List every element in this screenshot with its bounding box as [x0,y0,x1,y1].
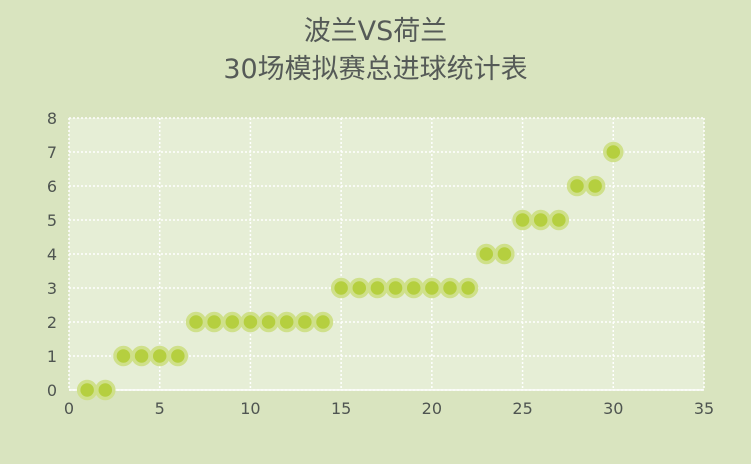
x-tick-label: 30 [603,399,623,418]
x-tick-label: 10 [240,399,260,418]
x-tick-label: 25 [512,399,532,418]
data-point [584,175,606,197]
y-tick-label: 2 [47,313,57,332]
y-tick-label: 1 [47,347,57,366]
data-point [566,175,588,197]
data-point [222,311,243,333]
data-point [294,311,316,333]
y-tick-label: 3 [47,279,57,298]
x-tick-label: 20 [422,399,442,418]
data-point [548,209,570,231]
y-tick-label: 6 [47,177,57,196]
data-point [258,311,279,333]
x-tick-label: 5 [155,399,165,418]
data-point [131,345,152,367]
data-point [476,243,497,265]
data-point [113,345,134,367]
data-point [76,379,98,401]
data-point [403,277,424,299]
data-point [149,345,170,367]
data-point [185,311,207,333]
data-point [240,311,261,333]
data-point [530,209,551,231]
data-point [312,311,334,333]
data-point [349,277,370,299]
data-point [494,243,515,265]
chart-title-line2: 30场模拟赛总进球统计表 [223,54,528,85]
data-point [512,209,533,231]
y-tick-label: 4 [47,245,57,264]
chart-title-line1: 波兰VS荷兰 [303,16,448,47]
x-tick-label: 0 [64,399,74,418]
x-tick-label: 35 [694,399,714,418]
data-point [439,277,461,299]
data-point [203,311,225,333]
y-tick-label: 8 [47,109,57,128]
y-tick-label: 0 [47,381,57,400]
data-point [385,277,406,299]
y-tick-label: 7 [47,143,57,162]
data-point [276,311,297,333]
data-point [330,277,352,299]
x-tick-label: 15 [331,399,351,418]
data-point [95,379,116,401]
data-point [421,277,443,299]
data-point [367,277,388,299]
data-point [603,141,624,163]
data-point [457,277,479,299]
y-tick-label: 5 [47,211,57,230]
data-point [167,345,189,367]
